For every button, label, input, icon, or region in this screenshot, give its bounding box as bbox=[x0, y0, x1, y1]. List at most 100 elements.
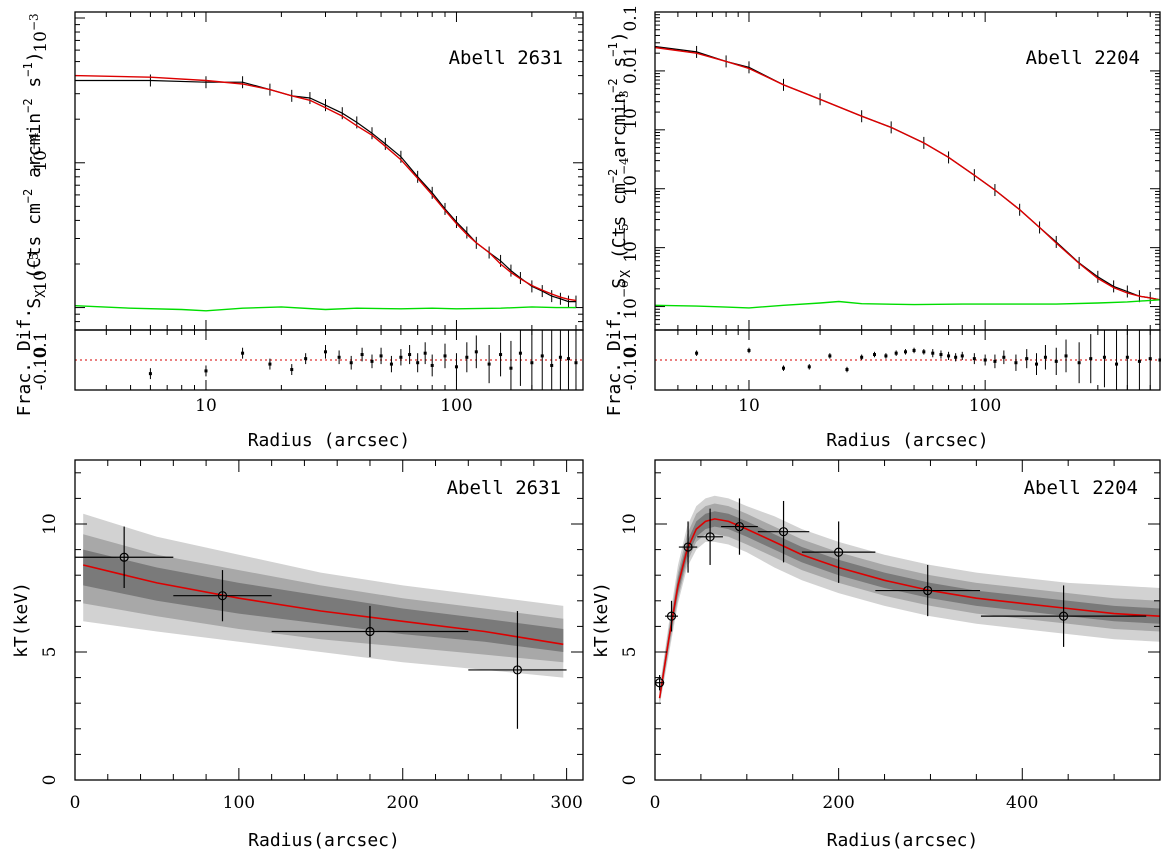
kt-2631-model-line bbox=[83, 564, 564, 646]
res-2631-point bbox=[423, 351, 427, 355]
res-2631-point bbox=[389, 362, 393, 366]
kt-2631-ytick-label: 5 bbox=[40, 647, 60, 658]
res-2631-point bbox=[558, 355, 562, 359]
res-2631-point bbox=[465, 355, 469, 359]
res-2204-point bbox=[960, 354, 964, 358]
res-2631-point bbox=[454, 365, 458, 369]
res-2204-point bbox=[747, 348, 751, 352]
res-2204-point bbox=[1115, 362, 1119, 366]
sx-2204-xlabel: Radius (arcsec) bbox=[826, 430, 989, 451]
res-2631-point bbox=[379, 354, 383, 358]
res-2204-point bbox=[872, 353, 876, 357]
kt-2631-xtick-label: 300 bbox=[550, 793, 582, 813]
kt-2631-xtick-label: 100 bbox=[223, 793, 255, 813]
res-2204-point bbox=[860, 355, 864, 359]
res-2631-point bbox=[430, 363, 434, 367]
res-2204-point bbox=[781, 366, 785, 370]
res-2204-point bbox=[894, 351, 898, 355]
res-2631-point bbox=[268, 362, 272, 366]
res-2631-point bbox=[550, 363, 554, 367]
kt-2204-point bbox=[734, 521, 745, 532]
res-2631-point bbox=[399, 355, 403, 359]
res-2204-point bbox=[1043, 355, 1047, 359]
res-2631-point bbox=[241, 351, 245, 355]
res-2204-point bbox=[912, 348, 916, 352]
sx-2631-data-line bbox=[75, 79, 576, 303]
kt-2204-model-line bbox=[658, 518, 1161, 699]
kt-2204-point bbox=[705, 532, 715, 542]
res-2631-point bbox=[540, 354, 544, 358]
kt-2631-ytick-label: 10 bbox=[40, 513, 60, 535]
res-2204-point bbox=[954, 355, 958, 359]
kt-2204-ylabel: kT(keV) bbox=[591, 582, 612, 658]
res-2204-point bbox=[947, 354, 951, 358]
res-2204-point bbox=[972, 357, 976, 361]
res-2631-point bbox=[290, 368, 294, 372]
res-2631-ytick-label: 0.1 bbox=[31, 331, 51, 358]
sx-2631-ytick-label: 10−3 bbox=[27, 13, 51, 52]
kt-2204-ytick-label: 5 bbox=[620, 647, 640, 658]
kt-2631-xtick-label: 0 bbox=[70, 793, 81, 813]
res-2204-point bbox=[1064, 354, 1068, 358]
res-2631-point bbox=[349, 361, 353, 365]
sx-2631-ytick-label: 10−5 bbox=[27, 252, 51, 291]
res-2204-frame bbox=[654, 329, 1161, 391]
kt-2631-point bbox=[365, 626, 375, 637]
res-2631-point bbox=[443, 354, 447, 358]
sx-2631-xlabel: Radius (arcsec) bbox=[248, 430, 411, 451]
kt-2204-point bbox=[923, 585, 933, 596]
res-2204-point bbox=[695, 351, 699, 355]
res-2631-ylabel: Frac. Dif. bbox=[14, 308, 35, 416]
kt-2631-ytick-label: 0 bbox=[40, 775, 60, 786]
res-2204-point bbox=[1089, 357, 1093, 361]
res-2204-point bbox=[931, 351, 935, 355]
sx-2204-xtick-label: 100 bbox=[969, 396, 1001, 416]
res-2631-point bbox=[530, 361, 534, 365]
kt-2631-annotation: Abell 2631 bbox=[447, 477, 561, 499]
res-2204-ytick-label: -0.1 bbox=[621, 358, 641, 391]
kt-2204-ytick-label: 10 bbox=[620, 513, 640, 535]
res-2204-point bbox=[884, 354, 888, 358]
res-2631-point bbox=[337, 355, 341, 359]
kt-2204-band-inner bbox=[659, 511, 1160, 701]
res-2631-point bbox=[474, 350, 478, 354]
res-2204-ytick-label: 0 bbox=[621, 347, 641, 358]
res-2204-point bbox=[845, 368, 849, 372]
sx-2631-model-line bbox=[74, 74, 577, 302]
res-2631-point bbox=[204, 369, 208, 373]
sx-2631-xtick-label: 100 bbox=[440, 396, 472, 416]
kt-2204-annotation: Abell 2204 bbox=[1024, 477, 1138, 499]
kt-2204-point bbox=[666, 611, 677, 621]
sx-2204-background-line bbox=[654, 299, 1161, 309]
kt-2204-point bbox=[1058, 611, 1069, 621]
kt-2204-ytick-label: 0 bbox=[620, 775, 640, 786]
sx-2204-ylabel: SX (Cts cm−2 arcmin−2 s−1) bbox=[606, 31, 634, 288]
res-2204-point bbox=[1137, 359, 1141, 363]
res-2204-ytick-label: 0.1 bbox=[621, 331, 641, 358]
kt-2204-point bbox=[834, 547, 844, 557]
res-2204-ylabel: Frac. Dif. bbox=[604, 308, 625, 416]
sx-2204-data-line bbox=[654, 45, 1161, 301]
res-2631-ytick-label: -0.1 bbox=[31, 358, 51, 391]
res-2204-point bbox=[939, 353, 943, 357]
res-2204-point bbox=[983, 358, 987, 362]
res-2204-point bbox=[904, 350, 908, 354]
res-2631-point bbox=[148, 372, 152, 376]
kt-2204-xlabel: Radius(arcsec) bbox=[827, 830, 979, 851]
res-2631-point bbox=[323, 350, 327, 354]
res-2631-point bbox=[509, 366, 513, 370]
res-2204-point bbox=[1025, 357, 1029, 361]
sx-2204-ytick-label: 0.01 bbox=[621, 46, 641, 84]
kt-2204-point bbox=[683, 542, 693, 552]
kt-2631-xtick-label: 200 bbox=[387, 793, 419, 813]
sx-2204-annotation: Abell 2204 bbox=[1026, 47, 1140, 69]
sx-2631-background-line bbox=[74, 305, 576, 312]
sx-2631-ylabel: SX (Cts cm−2 arcmin−2 s−1) bbox=[21, 51, 49, 308]
res-2204-point bbox=[1102, 355, 1106, 359]
res-2204-point bbox=[1125, 355, 1129, 359]
kt-2631-xlabel: Radius(arcsec) bbox=[248, 830, 400, 851]
res-2204-point bbox=[807, 365, 811, 369]
res-2204-point bbox=[1148, 357, 1152, 361]
kt-2204-xtick-label: 0 bbox=[650, 793, 661, 813]
